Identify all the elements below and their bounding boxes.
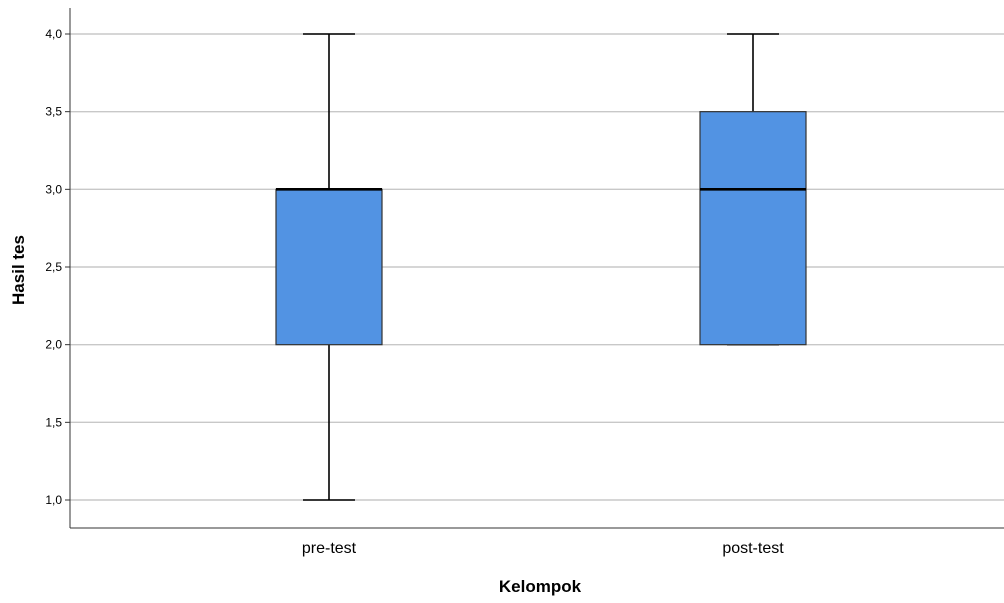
axes: [69, 8, 1004, 529]
y-tick-labels: 1,0 1,5 2,0 2,5 3,0 3,5 4,0: [45, 27, 70, 507]
y-tick-label-5: 3,5: [45, 105, 62, 119]
y-tick-label-4: 3,0: [45, 182, 62, 196]
y-tick-label-3: 2,5: [45, 260, 62, 274]
x-tick-label-0: pre-test: [302, 540, 357, 557]
box-pre-test: [275, 33, 383, 501]
x-tick-label-1: post-test: [722, 540, 784, 557]
x-axis-title: Kelompok: [499, 577, 582, 596]
iqr-box: [275, 188, 383, 346]
iqr-box: [699, 111, 807, 346]
y-tick-label-6: 4,0: [45, 27, 62, 41]
gridlines: [70, 33, 1004, 501]
y-tick-label-1: 1,5: [45, 415, 62, 429]
y-axis-title: Hasil tes: [9, 235, 28, 305]
x-tick-labels: pre-test post-test: [302, 540, 784, 557]
boxes: [275, 33, 807, 501]
box-post-test: [699, 33, 807, 346]
y-tick-label-2: 2,0: [45, 338, 62, 352]
y-tick-label-0: 1,0: [45, 493, 62, 507]
